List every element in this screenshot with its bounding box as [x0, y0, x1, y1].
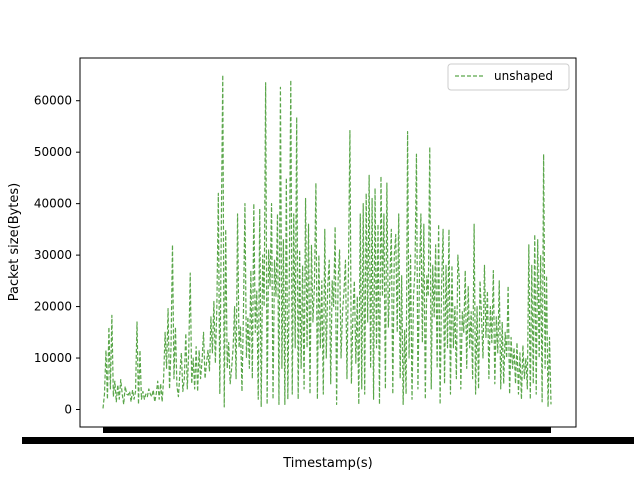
y-tick-label: 10000 — [34, 351, 72, 365]
y-tick-label: 20000 — [34, 300, 72, 314]
x-tick-labels-overlapped — [22, 437, 634, 444]
y-tick-label: 30000 — [34, 248, 72, 262]
series-lines — [102, 74, 552, 409]
x-tick-marks-band — [103, 427, 551, 433]
legend: unshaped — [447, 63, 570, 91]
y-tick-label: 50000 — [34, 145, 72, 159]
series-line-unshaped — [102, 74, 552, 409]
y-tick-label: 0 — [64, 403, 72, 417]
y-tick-label: 40000 — [34, 197, 72, 211]
y-tick-label: 60000 — [34, 94, 72, 108]
legend-box — [447, 63, 570, 91]
x-axis-ticks — [22, 427, 634, 444]
x-axis-label: Timestamp(s) — [282, 456, 372, 471]
plot-area-frame — [79, 57, 577, 428]
y-axis-ticks: 0 10000 20000 30000 40000 50000 60000 — [34, 94, 80, 417]
legend-label-unshaped: unshaped — [494, 69, 553, 83]
y-axis-label: Packet size(Bytes) — [7, 183, 22, 302]
